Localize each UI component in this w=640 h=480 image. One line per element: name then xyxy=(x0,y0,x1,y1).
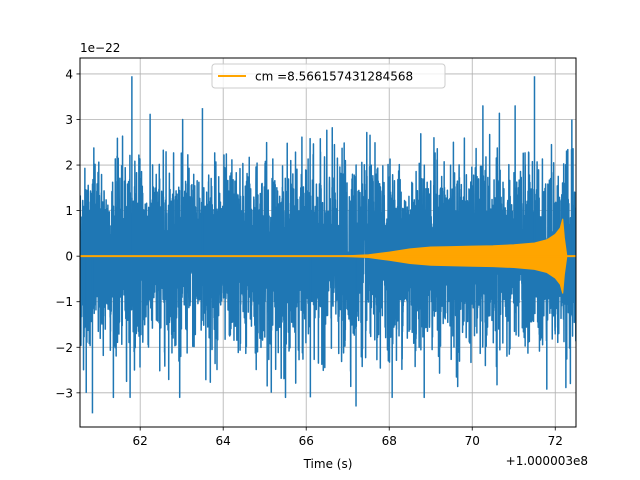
y-tick-label: 1 xyxy=(65,204,73,218)
series-strain-data xyxy=(80,76,576,414)
x-tick-label: 66 xyxy=(299,434,314,448)
x-tick-label: 64 xyxy=(216,434,231,448)
x-tick-label: 72 xyxy=(548,434,563,448)
x-tick-label: 68 xyxy=(382,434,397,448)
x-tick-label: 70 xyxy=(465,434,480,448)
y-tick-label: −2 xyxy=(55,341,73,355)
legend: cm =8.566157431284568 xyxy=(211,63,446,89)
y-tick-label: −3 xyxy=(55,386,73,400)
y-axis-ticks: −3 −2 −1 0 1 2 3 4 xyxy=(55,67,80,400)
y-tick-label: 4 xyxy=(65,67,73,81)
axes-frame xyxy=(79,57,577,428)
x-axis-offset-text: +1.000003e8 xyxy=(506,454,588,468)
x-tick-label: 62 xyxy=(133,434,148,448)
y-axis-offset-text: 1e−22 xyxy=(80,41,120,55)
legend-entry-template: cm =8.566157431284568 xyxy=(255,70,413,84)
strain-peaks xyxy=(85,76,573,414)
series-template xyxy=(80,218,576,294)
y-tick-label: 3 xyxy=(65,113,73,127)
strain-line xyxy=(80,105,576,399)
x-axis-label: Time (s) xyxy=(303,457,353,471)
y-tick-label: 0 xyxy=(65,250,73,264)
plot-area xyxy=(80,76,576,414)
y-tick-label: −1 xyxy=(55,295,73,309)
y-tick-label: 2 xyxy=(65,159,73,173)
legend-box xyxy=(211,63,446,89)
x-axis-ticks: 62 64 66 68 70 72 xyxy=(133,427,563,448)
